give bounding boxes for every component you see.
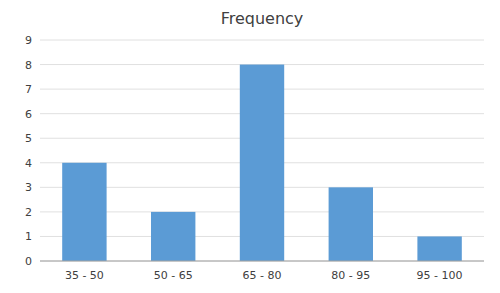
- x-axis-line: [40, 261, 484, 262]
- x-tick-label: 80 - 95: [331, 269, 370, 282]
- x-tick-label: 35 - 50: [65, 269, 104, 282]
- y-tick-label: 9: [25, 34, 32, 47]
- y-tick-label: 3: [25, 181, 32, 194]
- y-tick-label: 4: [25, 157, 32, 170]
- grid-line: [40, 40, 484, 41]
- x-tick-label: 65 - 80: [243, 269, 282, 282]
- y-tick-label: 5: [25, 132, 32, 145]
- bars: [62, 65, 462, 261]
- y-tick-label: 8: [25, 59, 32, 72]
- bar: [417, 236, 461, 261]
- grid-line: [40, 261, 484, 262]
- chart-container: Frequency 0 1 2 3 4 5 6 7 8 9 35 - 50 50 - 65 65 - 80…: [0, 0, 500, 293]
- chart-svg: Frequency 0 1 2 3 4 5 6 7 8 9 35 - 50 50 - 65 65 - 80…: [0, 0, 500, 293]
- y-tick-label: 6: [25, 108, 32, 121]
- x-tick-label: 50 - 65: [154, 269, 193, 282]
- bar: [329, 187, 373, 261]
- y-tick-label: 7: [25, 83, 32, 96]
- y-tick-label: 0: [25, 255, 32, 268]
- y-tick-label: 1: [25, 230, 32, 243]
- bar: [240, 65, 284, 261]
- title: Frequency: [221, 9, 304, 28]
- x-tick-label: 95 - 100: [417, 269, 463, 282]
- y-tick-label: 2: [25, 206, 32, 219]
- bar: [62, 163, 106, 261]
- bar: [151, 212, 195, 261]
- y-grid: [40, 40, 484, 261]
